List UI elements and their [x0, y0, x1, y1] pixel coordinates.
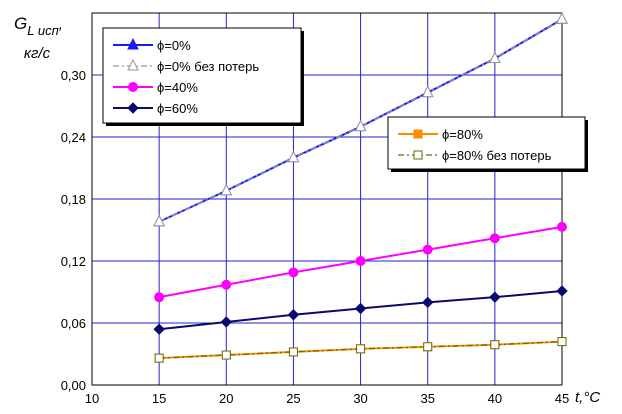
legend-label: ϕ=80% [442, 127, 483, 142]
x-tick-label: 35 [420, 391, 434, 406]
legend-top-left: ϕ=0% ϕ=0% без потерь ϕ=40% ϕ=60% [102, 27, 304, 126]
data-point [287, 309, 300, 321]
y-tick-label: 0,24 [61, 130, 86, 145]
data-point [287, 150, 300, 163]
data-point [422, 296, 434, 309]
data-point [421, 85, 434, 98]
y-axis-units: кг/с [24, 45, 51, 62]
data-point [221, 350, 231, 360]
data-point [422, 244, 433, 255]
y-axis-label-main: G [14, 14, 27, 33]
data-point [221, 279, 232, 290]
data-point [356, 344, 366, 354]
y-tick-label: 0,00 [61, 378, 86, 393]
data-point [288, 347, 298, 357]
data-point [153, 323, 165, 335]
y-tick-label: 0,12 [61, 254, 86, 269]
x-tick-label: 20 [219, 391, 233, 406]
legend-swatch-marker [127, 102, 139, 114]
data-point [489, 233, 500, 244]
legend-label: ϕ=0% [157, 38, 191, 53]
y-axis-label-sep: , [59, 16, 63, 33]
data-point [557, 337, 567, 347]
x-tick-label: 15 [152, 391, 166, 406]
x-axis-label: t,°C [575, 389, 600, 406]
series-1 [153, 12, 568, 227]
data-point [489, 51, 501, 63]
data-point [220, 316, 232, 328]
y-tick-label: 0,18 [61, 192, 86, 207]
series-layer [153, 12, 568, 363]
data-point [354, 302, 367, 315]
data-point [355, 256, 366, 266]
legend-label: ϕ=40% [157, 80, 198, 95]
data-point [557, 221, 567, 232]
legend-label: ϕ=60% [157, 101, 198, 116]
y-tick-label: 0,30 [61, 68, 86, 83]
legend-box [387, 116, 586, 170]
legend-swatch-marker [127, 58, 139, 71]
data-point [556, 285, 568, 297]
data-point [489, 291, 501, 303]
series-2 [154, 221, 567, 303]
data-point [423, 342, 433, 352]
y-axis-label-sub: L исп [27, 23, 59, 38]
series-3 [153, 285, 568, 335]
x-tick-label: 25 [286, 391, 300, 406]
y-tick-label: 0,06 [61, 316, 86, 331]
legend-swatch-marker [128, 82, 138, 92]
data-point [153, 214, 165, 227]
plot-frame [91, 12, 563, 386]
data-point [220, 183, 233, 196]
data-point [154, 353, 164, 363]
x-tick-labels: 10 15 20 25 30 35 40 45 [85, 391, 569, 406]
x-tick-label: 40 [488, 391, 502, 406]
legend-swatch-marker [413, 129, 423, 139]
y-axis-label: GL исп, [14, 14, 63, 38]
legend-swatch-marker [413, 150, 423, 160]
series-5 [154, 337, 567, 363]
x-tick-label: 30 [353, 391, 367, 406]
data-point [288, 267, 299, 278]
legend-label: ϕ=0% без потерь [157, 59, 259, 74]
data-point [154, 292, 165, 303]
x-tick-label: 10 [85, 391, 99, 406]
data-point [490, 340, 500, 350]
legends: ϕ=0% ϕ=0% без потерь ϕ=40% ϕ=60% ϕ=80% ϕ=80% … [102, 27, 588, 172]
data-point [556, 12, 568, 24]
legend-label: ϕ=80% без потерь [442, 148, 552, 163]
legend-swatch-marker [127, 37, 139, 50]
legend-middle-right: ϕ=80% ϕ=80% без потерь [387, 116, 588, 172]
data-point [354, 119, 367, 132]
x-tick-label: 45 [555, 391, 569, 406]
y-tick-labels: 0,00 0,06 0,12 0,18 0,24 0,30 [61, 68, 86, 393]
